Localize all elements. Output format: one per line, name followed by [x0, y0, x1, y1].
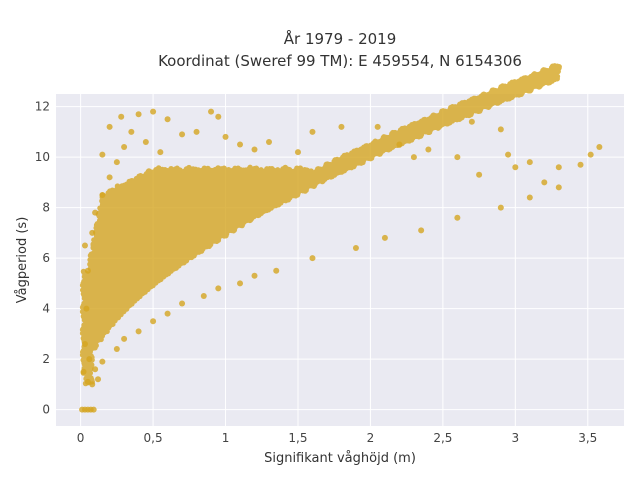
data-point [526, 194, 533, 201]
data-point [497, 126, 504, 133]
data-point [237, 280, 244, 287]
data-point [208, 108, 215, 115]
data-point [150, 318, 157, 325]
data-point [121, 144, 128, 151]
data-point [92, 209, 99, 216]
grid [56, 94, 624, 426]
data-point [338, 123, 345, 130]
data-point [128, 128, 135, 135]
data-point [81, 340, 88, 347]
chart-title-line-2: Koordinat (Sweref 99 TM): E 459554, N 61… [158, 52, 522, 70]
x-tick-label: 1 [222, 431, 230, 445]
data-point [81, 242, 88, 249]
y-tick-label: 0 [42, 403, 50, 417]
data-point [164, 116, 171, 123]
x-tick-label: 2 [367, 431, 375, 445]
data-point [90, 406, 97, 413]
data-point [454, 214, 461, 221]
data-point [541, 179, 548, 186]
data-point [200, 292, 207, 299]
y-tick-label: 10 [35, 150, 50, 164]
data-point [381, 234, 388, 241]
data-point [121, 335, 128, 342]
data-point [95, 376, 102, 383]
data-point [179, 300, 186, 307]
data-point [99, 191, 106, 198]
data-point [106, 174, 113, 181]
data-point [222, 133, 229, 140]
data-point [425, 146, 432, 153]
data-point [596, 144, 603, 151]
data-point [410, 154, 417, 161]
data-point [468, 118, 475, 125]
data-points [79, 108, 603, 413]
data-point [113, 345, 120, 352]
data-point [84, 378, 91, 385]
data-point [396, 141, 403, 148]
data-point [150, 108, 157, 115]
data-point [309, 128, 316, 135]
data-point [157, 149, 164, 156]
chart-title-line-1: År 1979 - 2019 [284, 29, 397, 48]
data-point [251, 272, 258, 279]
data-point [352, 245, 359, 252]
data-point [505, 151, 512, 158]
y-axis-label: Vågperiod (s) [15, 217, 30, 304]
data-point [142, 138, 149, 145]
data-point [237, 141, 244, 148]
data-point [193, 128, 200, 135]
data-point [215, 113, 222, 120]
x-axis-ticks: 0 0,5 1 1,5 2 2,5 3 3,5 [77, 431, 598, 445]
x-tick-label: 3,5 [578, 431, 597, 445]
data-point [84, 267, 91, 274]
x-tick-label: 1,5 [288, 431, 307, 445]
data-point [476, 171, 483, 178]
y-tick-label: 12 [35, 100, 50, 114]
data-point [118, 113, 125, 120]
x-axis-label: Signifikant våghöjd (m) [264, 451, 416, 466]
data-point [251, 146, 258, 153]
y-tick-label: 4 [42, 302, 50, 316]
x-tick-label: 2,5 [433, 431, 452, 445]
y-tick-label: 8 [42, 201, 50, 215]
data-point [555, 164, 562, 171]
data-point [273, 267, 280, 274]
data-point [89, 381, 96, 388]
data-point [164, 310, 171, 317]
data-point [86, 356, 93, 363]
data-point [83, 305, 90, 312]
x-tick-label: 0,5 [144, 431, 163, 445]
y-axis-ticks: 0 2 4 6 8 10 12 [35, 100, 50, 417]
data-point [89, 229, 96, 236]
data-point [135, 328, 142, 335]
data-point [454, 154, 461, 161]
x-tick-label: 3 [512, 431, 520, 445]
x-tick-label: 0 [77, 431, 85, 445]
data-point [577, 161, 584, 168]
y-tick-label: 2 [42, 352, 50, 366]
data-point [294, 149, 301, 156]
y-tick-label: 6 [42, 251, 50, 265]
data-point [179, 131, 186, 138]
data-point [80, 368, 87, 375]
data-point [512, 164, 519, 171]
data-point [106, 123, 113, 130]
data-point [526, 159, 533, 166]
data-point [215, 285, 222, 292]
data-point [555, 184, 562, 191]
data-point [99, 151, 106, 158]
data-point [497, 204, 504, 211]
data-point [309, 255, 316, 262]
data-point [99, 358, 106, 365]
data-point [92, 366, 99, 373]
data-point [587, 151, 594, 158]
data-point [418, 227, 425, 234]
data-point [135, 111, 142, 118]
data-point [113, 159, 120, 166]
data-point [266, 138, 272, 145]
data-point [374, 123, 381, 130]
